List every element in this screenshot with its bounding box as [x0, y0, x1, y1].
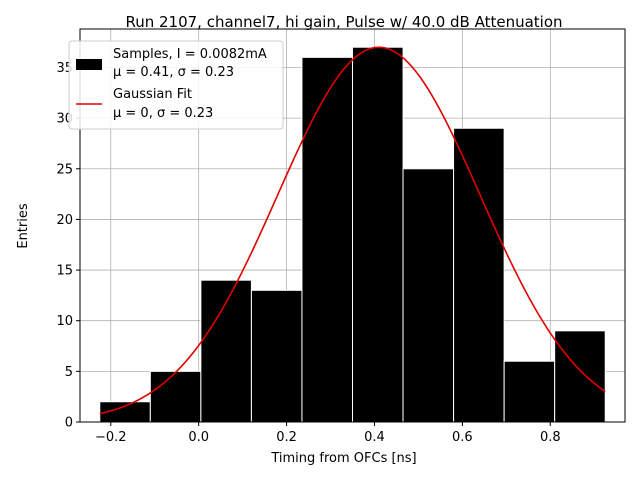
legend: Samples, I = 0.0082mA μ = 0.41, σ = 0.23… — [68, 40, 284, 130]
histogram-bar-7 — [453, 127, 505, 423]
x-tick-label-3: 0.4 — [364, 430, 385, 445]
legend-hist-stats: μ = 0.41, σ = 0.23 — [113, 65, 234, 80]
x-tick-label-4: 0.6 — [452, 430, 473, 445]
y-tick-label-3: 15 — [56, 264, 73, 279]
legend-fit-stats: μ = 0, σ = 0.23 — [113, 106, 213, 121]
histogram-bars — [99, 46, 606, 423]
histogram-bar-4 — [301, 56, 354, 423]
x-tick-label-1: 0.0 — [188, 430, 209, 445]
histogram-bar-8 — [503, 360, 556, 423]
legend-box — [68, 40, 284, 130]
legend-fit-label: Gaussian Fit — [113, 87, 192, 102]
plot-frame — [79, 28, 626, 423]
gaussian-fit-curve — [99, 46, 606, 415]
histogram-bar-5 — [352, 46, 404, 423]
histogram-bar-1 — [149, 370, 202, 423]
x-tick-label-2: 0.2 — [276, 430, 297, 445]
y-tick-label-0: 0 — [65, 416, 73, 431]
histogram-bar-9 — [554, 330, 606, 423]
x-axis-ticks: −0.2 0.0 0.2 0.4 0.6 0.8 — [95, 422, 561, 445]
legend-hist-swatch — [76, 59, 102, 70]
y-tick-label-5: 25 — [56, 162, 73, 177]
y-tick-label-1: 5 — [65, 365, 73, 380]
y-tick-label-2: 10 — [56, 314, 73, 329]
legend-hist-label: Samples, I = 0.0082mA — [113, 47, 267, 62]
y-axis-label: Entries — [16, 203, 31, 249]
chart-title: Run 2107, channel7, hi gain, Pulse w/ 40… — [125, 13, 562, 31]
histogram-bar-3 — [250, 289, 303, 423]
x-axis-label: Timing from OFCs [ns] — [270, 451, 416, 466]
histogram-bar-6 — [402, 168, 455, 423]
x-tick-label-0: −0.2 — [95, 430, 127, 445]
x-tick-label-5: 0.8 — [540, 430, 561, 445]
y-tick-label-4: 20 — [56, 213, 73, 228]
